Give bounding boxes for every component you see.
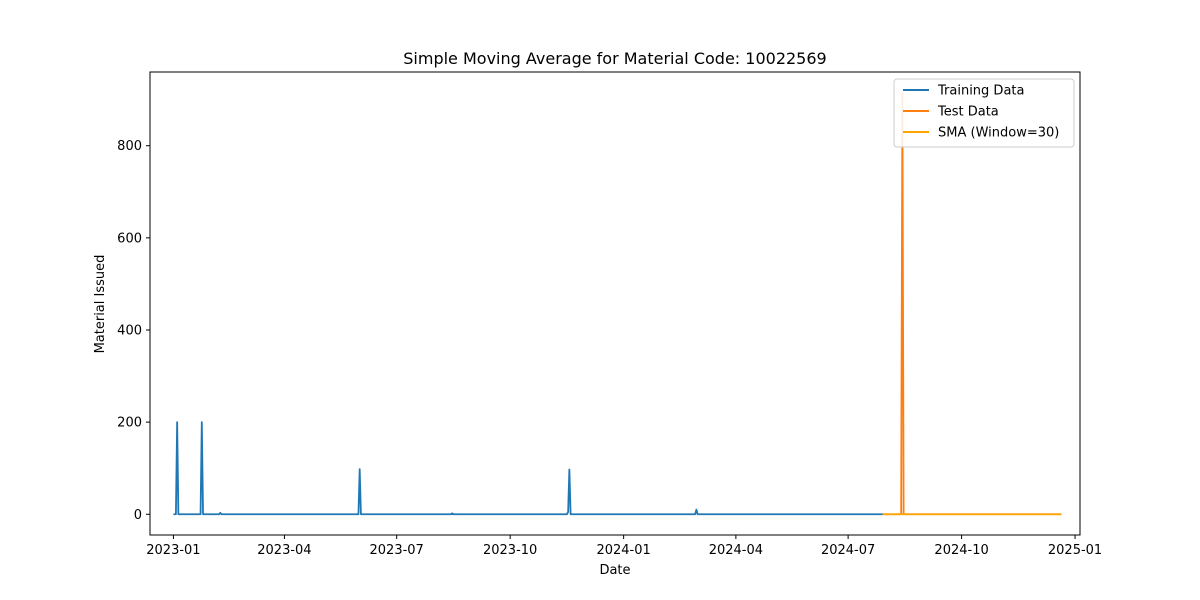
series-line-0 xyxy=(173,421,883,516)
x-tick-label: 2024-07 xyxy=(821,543,875,558)
x-tick-label: 2024-10 xyxy=(934,543,988,558)
x-tick-label: 2024-04 xyxy=(709,543,763,558)
legend-label-0: Training Data xyxy=(937,84,1024,99)
legend-label-2: SMA (Window=30) xyxy=(938,126,1059,141)
legend-box xyxy=(893,78,1075,148)
x-tick-label: 2023-10 xyxy=(483,543,537,558)
chart-title: Simple Moving Average for Material Code:… xyxy=(403,49,826,68)
y-axis: 0 200 400 600 800 xyxy=(117,139,150,523)
y-tick-label: 800 xyxy=(117,139,142,154)
x-axis-label: Date xyxy=(599,563,630,578)
x-tick-label: 2023-01 xyxy=(146,543,200,558)
x-tick-label: 2025-01 xyxy=(1048,543,1102,558)
x-tick-label: 2024-01 xyxy=(596,543,650,558)
y-tick-label: 0 xyxy=(134,508,142,523)
y-axis-label: Material Issued xyxy=(93,255,108,354)
x-tick-label: 2023-07 xyxy=(370,543,424,558)
legend: Training Data Test Data SMA (Window=30) xyxy=(893,78,1075,148)
y-tick-label: 400 xyxy=(117,323,142,338)
legend-label-1: Test Data xyxy=(937,105,999,120)
y-tick-label: 600 xyxy=(117,231,142,246)
x-axis: 2023-01 2023-04 2023-07 2023-10 2024-01 2024-… xyxy=(146,535,1102,558)
plot-frame xyxy=(149,71,1081,536)
x-tick-label: 2023-04 xyxy=(257,543,311,558)
y-tick-label: 200 xyxy=(117,416,142,431)
